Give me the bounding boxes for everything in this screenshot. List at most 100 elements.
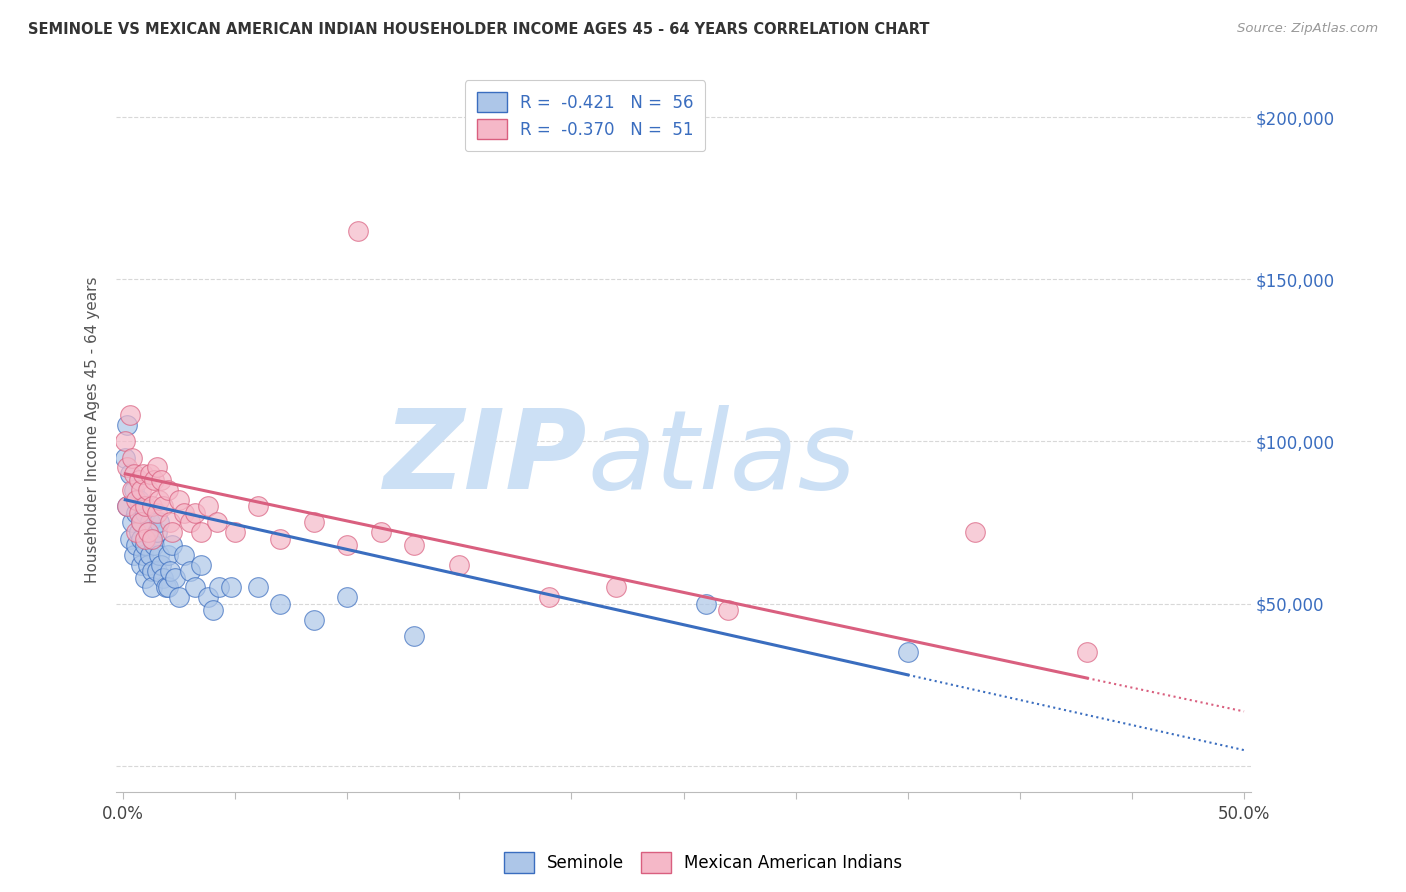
Point: [143, 473, 166, 487]
Point: [121, 483, 143, 497]
Point: [162, 538, 184, 552]
Point: [114, 450, 136, 465]
Point: [128, 492, 150, 507]
Point: [134, 532, 156, 546]
Legend: R =  -0.421   N =  56, R =  -0.370   N =  51: R = -0.421 N = 56, R = -0.370 N = 51: [465, 80, 706, 151]
Point: [121, 516, 143, 530]
Point: [139, 467, 162, 481]
Point: [269, 597, 291, 611]
Point: [302, 516, 325, 530]
Legend: Seminole, Mexican American Indians: Seminole, Mexican American Indians: [498, 846, 908, 880]
Point: [205, 516, 228, 530]
Point: [122, 467, 145, 481]
Point: [122, 483, 145, 497]
Point: [537, 590, 560, 604]
Point: [145, 564, 167, 578]
Point: [136, 558, 159, 572]
Point: [404, 538, 426, 552]
Point: [132, 548, 155, 562]
Point: [208, 580, 231, 594]
Point: [184, 506, 207, 520]
Point: [219, 580, 242, 594]
Point: [159, 564, 181, 578]
Point: [156, 580, 179, 594]
Point: [246, 580, 269, 594]
Point: [246, 500, 269, 514]
Point: [129, 483, 152, 497]
Point: [197, 590, 219, 604]
Point: [136, 525, 159, 540]
Point: [148, 492, 170, 507]
Point: [145, 460, 167, 475]
Text: Source: ZipAtlas.com: Source: ZipAtlas.com: [1237, 22, 1378, 36]
Point: [173, 548, 195, 562]
Point: [152, 500, 174, 514]
Point: [167, 492, 190, 507]
Point: [136, 483, 159, 497]
Point: [132, 467, 155, 481]
Point: [963, 525, 986, 540]
Text: SEMINOLE VS MEXICAN AMERICAN INDIAN HOUSEHOLDER INCOME AGES 45 - 64 YEARS CORREL: SEMINOLE VS MEXICAN AMERICAN INDIAN HOUS…: [28, 22, 929, 37]
Point: [370, 525, 392, 540]
Point: [139, 516, 162, 530]
Point: [302, 613, 325, 627]
Point: [162, 525, 184, 540]
Point: [197, 500, 219, 514]
Point: [159, 516, 181, 530]
Point: [605, 580, 627, 594]
Point: [336, 538, 359, 552]
Point: [156, 483, 179, 497]
Point: [141, 500, 163, 514]
Point: [145, 525, 167, 540]
Point: [118, 467, 141, 481]
Point: [117, 500, 139, 514]
Point: [150, 473, 173, 487]
Point: [121, 450, 143, 465]
Point: [129, 516, 152, 530]
Point: [336, 590, 359, 604]
Point: [129, 532, 152, 546]
Point: [148, 548, 170, 562]
Point: [143, 538, 166, 552]
Point: [128, 525, 150, 540]
Point: [163, 571, 186, 585]
Point: [173, 506, 195, 520]
Point: [129, 516, 152, 530]
Point: [1076, 645, 1098, 659]
Text: atlas: atlas: [588, 406, 856, 513]
Point: [141, 580, 163, 594]
Point: [201, 603, 224, 617]
Point: [347, 224, 370, 238]
Point: [167, 590, 190, 604]
Point: [156, 548, 179, 562]
Point: [132, 500, 155, 514]
Point: [141, 532, 163, 546]
Point: [114, 434, 136, 449]
Point: [118, 409, 141, 423]
Point: [184, 580, 207, 594]
Point: [129, 558, 152, 572]
Text: ZIP: ZIP: [384, 406, 588, 513]
Point: [122, 548, 145, 562]
Point: [179, 564, 201, 578]
Point: [117, 460, 139, 475]
Point: [269, 532, 291, 546]
Point: [141, 532, 163, 546]
Point: [128, 506, 150, 520]
Point: [148, 516, 170, 530]
Point: [125, 492, 148, 507]
Point: [136, 525, 159, 540]
Point: [155, 580, 177, 594]
Point: [224, 525, 246, 540]
Point: [125, 525, 148, 540]
Point: [141, 564, 163, 578]
Point: [404, 629, 426, 643]
Point: [118, 532, 141, 546]
Point: [897, 645, 920, 659]
Point: [134, 506, 156, 520]
Point: [125, 538, 148, 552]
Point: [449, 558, 471, 572]
Point: [117, 418, 139, 433]
Point: [152, 571, 174, 585]
Point: [134, 571, 156, 585]
